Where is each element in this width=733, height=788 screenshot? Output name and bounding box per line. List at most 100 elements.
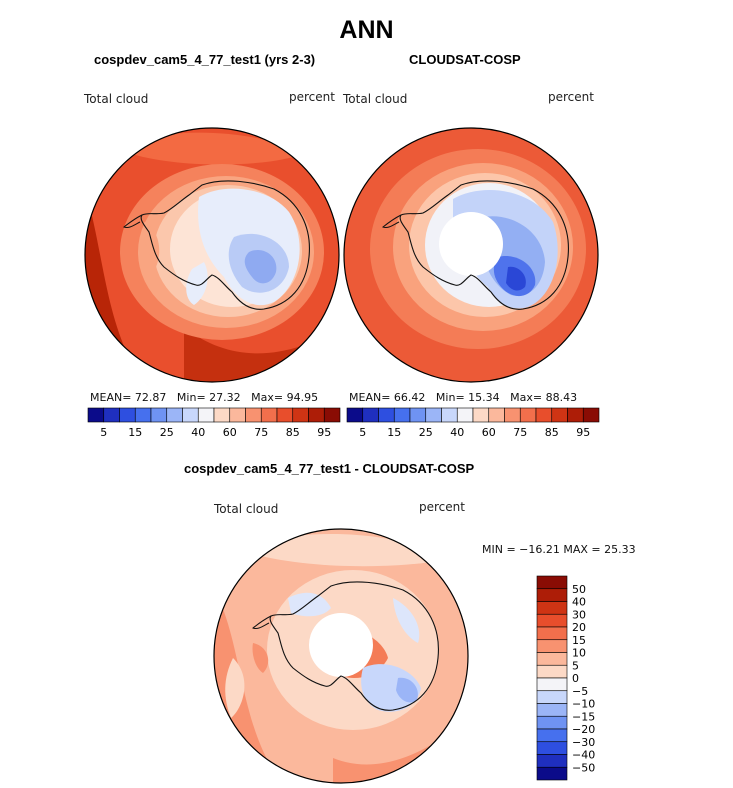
- panel2-map-border: [343, 127, 599, 383]
- panel2-mean: 66.42: [393, 391, 426, 404]
- panel1-header: cospdev_cam5_4_77_test1 (yrs 2-3): [94, 52, 316, 67]
- panel2-max: 88.43: [545, 391, 578, 404]
- panel3-colorbar-swatch: [536, 754, 568, 768]
- panel2-colorbar-tick-label: 60: [482, 426, 496, 439]
- panel2-header: CLOUDSAT-COSP: [409, 52, 521, 67]
- panel3-colorbar-swatch: [536, 715, 568, 730]
- panel2-colorbar-tick-label: 5: [359, 426, 366, 439]
- panel3-colorbar-swatch: [536, 613, 568, 628]
- panel3-header: cospdev_cam5_4_77_test1 - CLOUDSAT-COSP: [184, 461, 475, 476]
- panel3-colorbar-tick-label: 20: [572, 621, 586, 634]
- panel1-colorbar-swatch: [166, 407, 183, 423]
- panel2-colorbar-tick-label: 75: [513, 426, 527, 439]
- panel1-field-band: [114, 132, 304, 165]
- panel1-stats: MEAN= 72.87 Min= 27.32 Max= 94.95: [90, 391, 318, 404]
- panel3-colorbar-tick-label: −40: [572, 749, 595, 762]
- panel3-colorbar-swatch: [536, 652, 568, 666]
- panel1-colorbar-swatch: [229, 407, 246, 423]
- panel3-colorbar-swatch: [536, 677, 568, 692]
- panel1-colorbar-swatch: [323, 407, 341, 423]
- panel3-colorbar-tick-label: −15: [572, 710, 595, 723]
- panel2-colorbar-swatch: [456, 407, 474, 423]
- panel3-colorbar-tick-label: −30: [572, 736, 595, 749]
- panel2-min: 15.34: [468, 391, 500, 404]
- panel3-colorbar-tick-label: 5: [572, 659, 579, 672]
- panel3-colorbar-tick-label: 0: [572, 672, 579, 685]
- panel2-units: percent: [548, 90, 594, 104]
- panel2-colorbar-tick-label: 85: [545, 426, 559, 439]
- panel3-colorbar-tick-label: 50: [572, 583, 586, 596]
- panel3-colorbar-tick-label: 30: [572, 608, 586, 621]
- panel2-colorbar: 5 15 25 40 60 75 85 95: [346, 407, 600, 439]
- panel3-colorbar-swatch: [536, 601, 568, 615]
- panel1-colorbar-tick-label: 40: [191, 426, 205, 439]
- panel1-colorbar-tick-label: 85: [286, 426, 300, 439]
- panel2-min-label: Min=: [435, 391, 465, 404]
- panel3-colorbar-swatch: [536, 575, 568, 590]
- panel2-colorbar-swatch: [346, 407, 364, 423]
- panel1-coastline: [123, 214, 143, 228]
- panel1-min: 27.32: [209, 391, 241, 404]
- panel1-colorbar-swatch: [182, 407, 199, 423]
- panel2-colorbar-swatch: [441, 407, 458, 423]
- panel1-colorbar-swatch: [308, 407, 325, 423]
- panel3-colorbar-tick-label: 40: [572, 596, 586, 609]
- panel2-colorbar-swatch: [488, 407, 505, 423]
- panel3-field-band: [225, 658, 245, 718]
- panel3-colorbar-tick-label: −20: [572, 723, 595, 736]
- panel3-field-band: [252, 643, 269, 673]
- panel1-colorbar-swatch: [134, 407, 152, 423]
- panel1-colorbar-tick-label: 95: [317, 426, 331, 439]
- panel1-colorbar-swatch: [260, 407, 278, 423]
- panel1-min-label: Min=: [176, 391, 206, 404]
- panel2-colorbar-tick-label: 15: [387, 426, 401, 439]
- panel3-colorbar-tick-label: −50: [572, 761, 595, 774]
- panel2-polar-map: [343, 127, 599, 383]
- panel1-colorbar-tick-label: 15: [128, 426, 142, 439]
- panel1-colorbar-swatch: [292, 407, 309, 423]
- panel2-max-label: Max=: [510, 391, 543, 404]
- panel3-units: percent: [419, 500, 465, 514]
- panel1-max-label: Max=: [251, 391, 284, 404]
- panel3-polar-map: [213, 528, 469, 784]
- panel1-field-band: [143, 222, 160, 267]
- panel1-field-band: [244, 249, 277, 284]
- panel2-colorbar-swatch: [551, 407, 568, 423]
- panel2-colorbar-swatch: [567, 407, 584, 423]
- panel2-colorbar-swatch: [504, 407, 521, 423]
- figure-title: ANN: [339, 16, 394, 44]
- panel2-field-band: [506, 266, 526, 291]
- panel1-units: percent: [289, 90, 335, 104]
- panel1-colorbar-tick-label: 5: [100, 426, 107, 439]
- panel3-field-band: [393, 598, 420, 643]
- panel1-colorbar-swatch: [87, 407, 105, 423]
- panel2-colorbar-tick-label: 25: [419, 426, 433, 439]
- panel2-colorbar-swatch: [393, 407, 411, 423]
- panel1-polar-map: [84, 127, 340, 383]
- panel1-mean-label: MEAN=: [90, 391, 132, 404]
- panel2-colorbar-tick-label: 95: [576, 426, 590, 439]
- panel1-coastline: [140, 180, 310, 310]
- panel1-mean: 72.87: [134, 391, 167, 404]
- panel1-colorbar-tick-label: 60: [223, 426, 237, 439]
- panel3-colorbar-swatch: [536, 766, 568, 781]
- panel1-colorbar-tick-label: 25: [160, 426, 174, 439]
- panel3-colorbar-swatch: [536, 741, 568, 755]
- panel1-colorbar-swatch: [103, 407, 120, 423]
- panel3-colorbar-swatch: [536, 639, 568, 653]
- panel1-colorbar-swatch: [119, 407, 136, 423]
- panel2-stats: MEAN= 66.42 Min= 15.34 Max= 88.43: [349, 391, 577, 404]
- panel3-colorbar-tick-label: 10: [572, 647, 586, 660]
- panel3-colorbar-tick-label: 15: [572, 634, 586, 647]
- panel2-colorbar-swatch: [425, 407, 442, 423]
- panel1-colorbar-swatch: [213, 407, 231, 423]
- panel1-colorbar-swatch: [245, 407, 262, 423]
- panel2-coastline: [382, 214, 402, 228]
- panel1-colorbar-tick-label: 75: [254, 426, 268, 439]
- panel3-field-band: [396, 677, 418, 703]
- panel2-coastline: [399, 180, 569, 310]
- panel1-map-border: [84, 127, 340, 383]
- panel2-field-label: Total cloud: [343, 92, 408, 106]
- panel1-field-band: [186, 262, 208, 305]
- panel1-max: 94.95: [286, 391, 319, 404]
